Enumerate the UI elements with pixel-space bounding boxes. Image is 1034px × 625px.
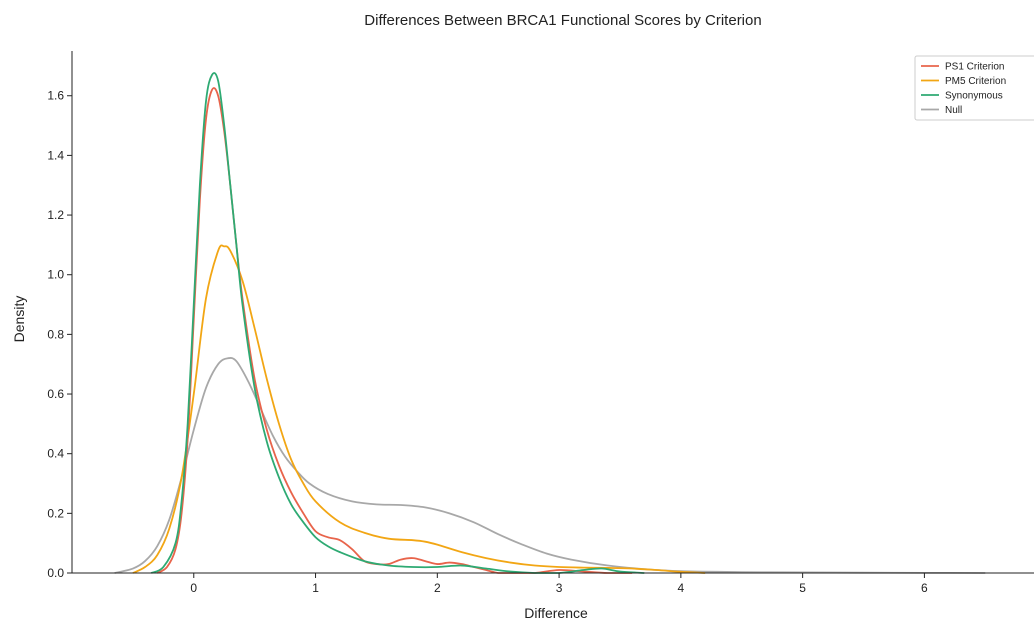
y-tick-label: 0.8 [47, 327, 64, 341]
legend: PS1 Criterion PM5 Criterion Synonymous Null [914, 55, 1034, 121]
x-ticks: 0 1 2 3 4 5 6 [190, 573, 928, 595]
series-line-null [114, 357, 986, 574]
legend-label: PM5 Criterion [945, 76, 1006, 87]
legend-item: Synonymous [921, 91, 1003, 102]
legend-item: Null [921, 105, 962, 116]
series-layer [114, 72, 986, 574]
y-tick-label: 1.2 [47, 208, 64, 222]
y-axis-label: Density [11, 296, 27, 343]
legend-item: PS1 Criterion [921, 62, 1004, 73]
x-axis-label: Difference [524, 605, 588, 621]
y-tick-label: 0.2 [47, 506, 64, 520]
y-tick-label: 0.6 [47, 387, 64, 401]
y-tick-label: 1.4 [47, 148, 64, 162]
y-tick-label: 1.0 [47, 268, 64, 282]
legend-frame [914, 55, 1034, 121]
x-tick-label: 6 [921, 581, 928, 595]
series-line-pm5-criterion [132, 244, 706, 574]
legend-label: PS1 Criterion [945, 62, 1004, 73]
x-tick-label: 0 [190, 581, 197, 595]
x-tick-label: 2 [434, 581, 441, 595]
x-tick-label: 4 [678, 581, 685, 595]
x-tick-label: 3 [556, 581, 563, 595]
legend-label: Null [945, 105, 962, 116]
legend-item: PM5 Criterion [921, 76, 1006, 87]
legend-label: Synonymous [945, 91, 1003, 102]
x-tick-label: 1 [312, 581, 319, 595]
x-tick-label: 5 [799, 581, 806, 595]
y-tick-label: 1.6 [47, 89, 64, 103]
series-line-synonymous [150, 72, 645, 574]
plot-area: 0 1 2 3 4 5 6 0.0 0.2 0.4 0.6 0.8 1.0 1.2 1.4 1.6 [47, 51, 1034, 595]
y-tick-label: 0.0 [47, 566, 64, 580]
chart-title: Differences Between BRCA1 Functional Sco… [364, 12, 761, 29]
y-tick-label: 0.4 [47, 447, 64, 461]
y-ticks: 0.0 0.2 0.4 0.6 0.8 1.0 1.2 1.4 1.6 [47, 89, 72, 580]
axes-layer [71, 51, 1034, 574]
